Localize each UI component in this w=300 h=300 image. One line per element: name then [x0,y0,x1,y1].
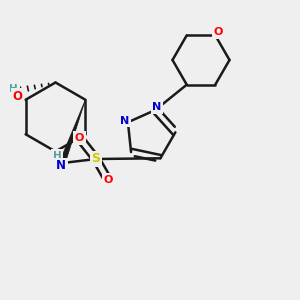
Text: O: O [12,89,22,103]
Text: O: O [214,27,223,37]
Text: H: H [9,84,18,94]
Text: N: N [152,102,161,112]
Text: O: O [75,133,84,143]
Polygon shape [59,100,86,166]
Text: O: O [103,175,113,185]
Text: H: H [52,151,62,161]
Text: N: N [56,159,66,172]
Text: S: S [92,152,100,166]
Text: N: N [120,116,130,126]
